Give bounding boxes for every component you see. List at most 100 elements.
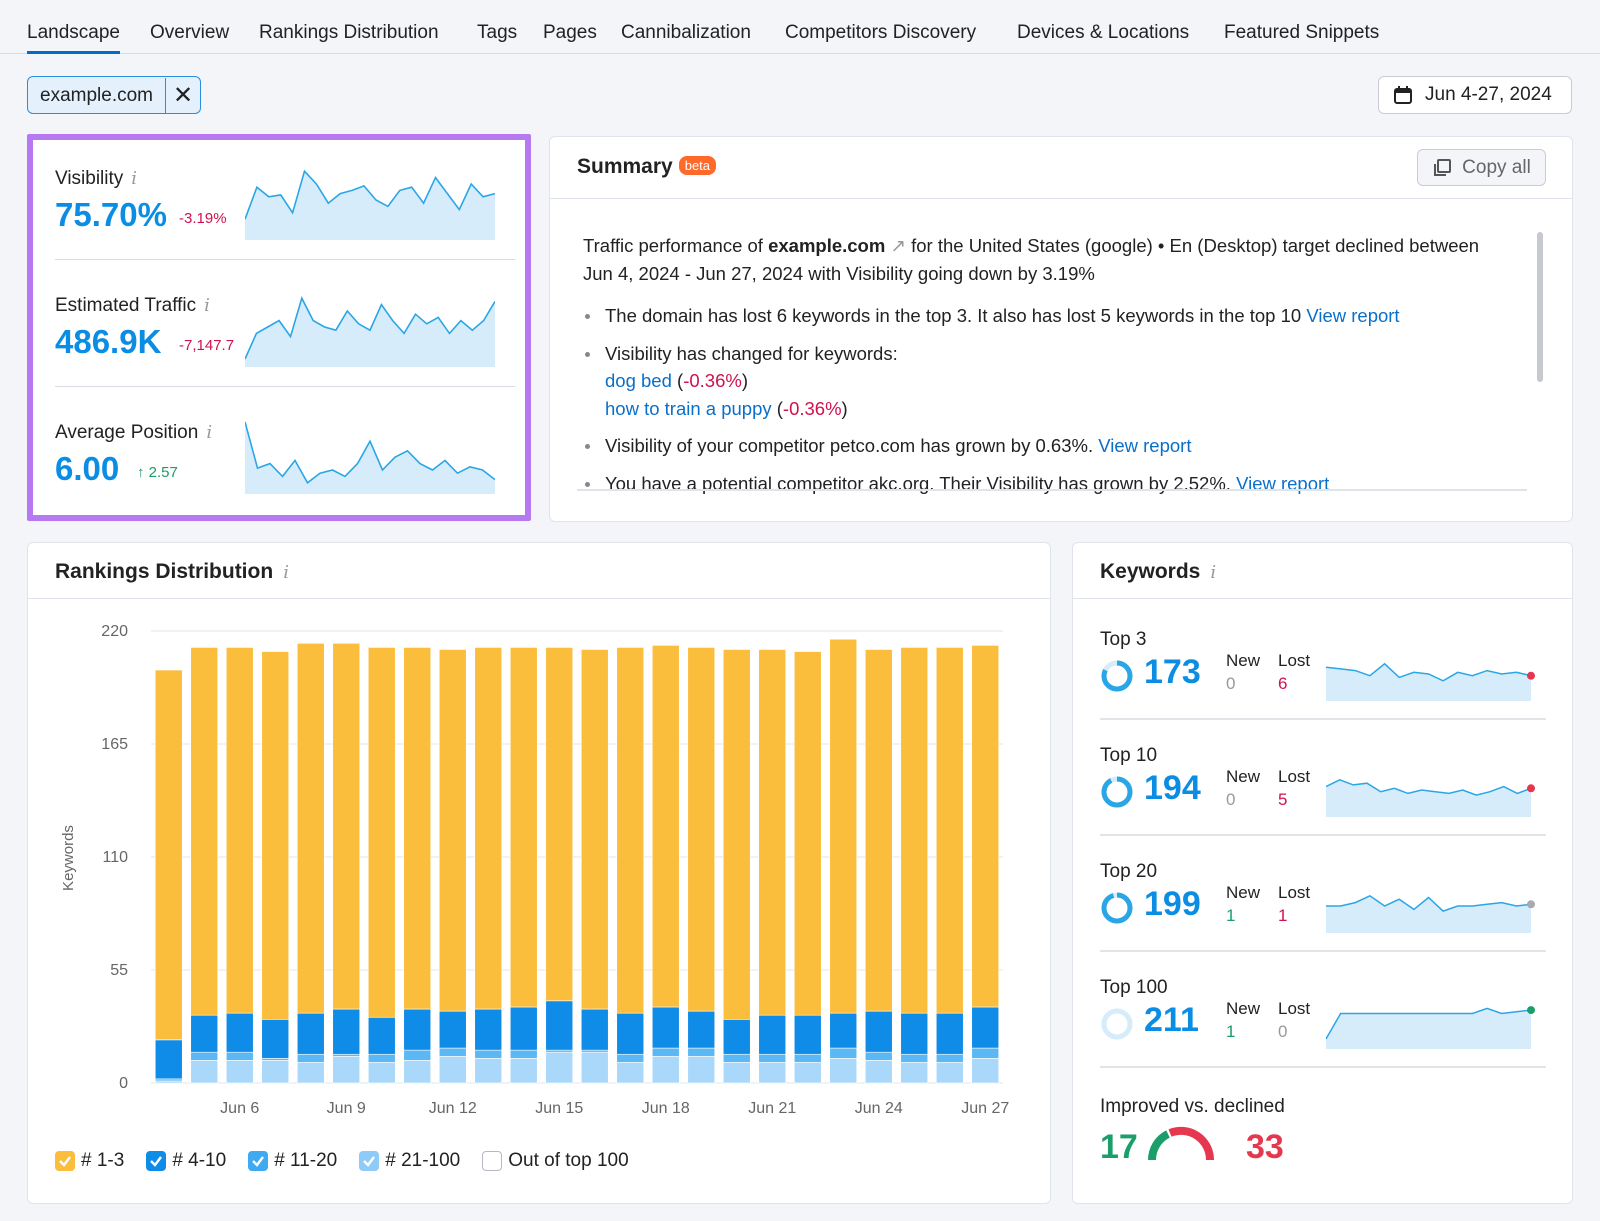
bar-segment-4-10 bbox=[758, 1014, 787, 1055]
bar-segment-21-100 bbox=[722, 1062, 751, 1084]
rankings-header: Rankings Distribution i bbox=[28, 543, 1050, 599]
bar-segment-4-10 bbox=[971, 1006, 1000, 1049]
bar-segment-21-100 bbox=[190, 1060, 219, 1084]
bar-segment-4-10 bbox=[474, 1008, 503, 1051]
metric-change: -7,147.7 bbox=[179, 337, 235, 354]
tab-tags[interactable]: Tags bbox=[477, 22, 518, 43]
checkbox-icon[interactable] bbox=[146, 1151, 167, 1171]
tab-overview[interactable]: Overview bbox=[150, 22, 230, 43]
date-range-button[interactable]: Jun 4-27, 2024 bbox=[1378, 76, 1572, 114]
view-report-link[interactable]: View report bbox=[1098, 435, 1192, 456]
sparkline-area bbox=[1326, 1008, 1531, 1049]
bar-segment-4-10 bbox=[367, 1016, 396, 1055]
ring-track bbox=[1101, 1008, 1133, 1040]
info-icon[interactable]: i bbox=[131, 168, 138, 189]
top-nav: Landscape Overview Rankings Distribution… bbox=[0, 0, 1600, 54]
bar-segment-21-100 bbox=[545, 1051, 574, 1084]
tab-pages[interactable]: Pages bbox=[543, 22, 597, 43]
keyword-row-top10[interactable]: Top 10 194 New Lost 0 5 bbox=[1100, 745, 1546, 861]
tab-devices-locations[interactable]: Devices & Locations bbox=[1017, 22, 1190, 43]
keyword-row-top100[interactable]: Top 100 211 New Lost 1 0 bbox=[1100, 977, 1546, 1093]
bar-segment-4-10 bbox=[829, 1012, 858, 1049]
lost-value: 1 bbox=[1278, 906, 1288, 925]
tab-rankings-distribution[interactable]: Rankings Distribution bbox=[259, 22, 439, 43]
x-tick-label: Jun 24 bbox=[855, 1100, 903, 1117]
legend-item-top4-10[interactable]: # 4-10 bbox=[146, 1150, 226, 1172]
y-axis-label: Keywords bbox=[60, 825, 77, 891]
tab-landscape[interactable]: Landscape bbox=[27, 22, 120, 54]
new-label: New bbox=[1226, 999, 1261, 1018]
legend-item-out-of-top100[interactable]: Out of top 100 bbox=[482, 1150, 629, 1172]
lost-label: Lost bbox=[1278, 651, 1311, 670]
tab-cannibalization[interactable]: Cannibalization bbox=[621, 22, 751, 43]
checkbox-icon[interactable] bbox=[248, 1151, 269, 1171]
sparkline-end-dot bbox=[1527, 900, 1535, 909]
legend-item-top3[interactable]: # 1-3 bbox=[55, 1150, 124, 1172]
close-icon[interactable]: ✕ bbox=[172, 81, 194, 109]
bar-segment-1-3 bbox=[367, 647, 396, 1018]
bar-segment-1-3 bbox=[580, 649, 609, 1010]
keyword-change: -0.36% bbox=[683, 370, 742, 391]
list-item: The domain has lost 6 keywords in the to… bbox=[583, 302, 1503, 330]
new-value: 0 bbox=[1226, 790, 1236, 809]
x-tick-label: Jun 15 bbox=[535, 1100, 583, 1117]
external-link-icon[interactable]: ↗ bbox=[890, 235, 906, 256]
row-label: Top 20 bbox=[1100, 861, 1158, 882]
bar-segment-1-3 bbox=[261, 651, 290, 1020]
y-tick-label: 165 bbox=[101, 736, 128, 753]
bar-segment-1-3 bbox=[190, 647, 219, 1016]
rankings-title: Rankings Distribution i bbox=[55, 560, 289, 583]
legend-item-top11-20[interactable]: # 11-20 bbox=[248, 1150, 337, 1172]
checkbox-icon[interactable] bbox=[55, 1151, 75, 1171]
bar-segment-11-20 bbox=[545, 1049, 574, 1053]
sparkline-end-dot bbox=[1527, 671, 1535, 680]
bar-segment-21-100 bbox=[367, 1062, 396, 1084]
bar-segment-11-20 bbox=[332, 1053, 361, 1057]
list-item: You have a potential competitor akc.org.… bbox=[583, 470, 1503, 495]
legend-item-top21-100[interactable]: # 21-100 bbox=[359, 1150, 460, 1172]
checkbox-icon[interactable] bbox=[359, 1151, 380, 1171]
bar-segment-11-20 bbox=[296, 1053, 325, 1063]
info-icon[interactable]: i bbox=[204, 295, 210, 316]
sparkline-area bbox=[245, 171, 495, 240]
tab-competitors-discovery[interactable]: Competitors Discovery bbox=[785, 22, 977, 43]
progress-ring-icon bbox=[1101, 1008, 1133, 1040]
sparkline-end-dot bbox=[1527, 1006, 1535, 1015]
keyword-sparkline bbox=[1326, 894, 1535, 933]
metric-change: -3.19% bbox=[179, 210, 227, 227]
info-icon[interactable]: i bbox=[283, 562, 289, 583]
list-item: Visibility of your competitor petco.com … bbox=[583, 432, 1503, 460]
progress-ring-icon bbox=[1101, 892, 1133, 924]
lost-label: Lost bbox=[1278, 999, 1311, 1018]
bar-segment-21-100 bbox=[829, 1058, 858, 1084]
copy-all-button[interactable]: Copy all bbox=[1417, 149, 1546, 186]
info-icon[interactable]: i bbox=[1210, 562, 1217, 583]
keyword-row-top20[interactable]: Top 20 199 New Lost 1 1 bbox=[1100, 861, 1546, 977]
bar-segment-1-3 bbox=[403, 647, 432, 1010]
bar-segment-11-20 bbox=[474, 1049, 503, 1059]
divider bbox=[55, 259, 515, 260]
x-tick-label: Jun 6 bbox=[220, 1100, 259, 1117]
tab-featured-snippets[interactable]: Featured Snippets bbox=[1224, 22, 1380, 43]
view-report-link[interactable]: View report bbox=[1236, 472, 1330, 494]
keyword-link-dog-bed[interactable]: dog bed bbox=[605, 370, 672, 391]
progress-ring-icon bbox=[1101, 660, 1133, 692]
view-report-link[interactable]: View report bbox=[1306, 305, 1400, 326]
bar-segment-4-10 bbox=[403, 1008, 432, 1051]
metrics-panel: Visibility i 75.70% -3.19% Estimated Traf… bbox=[27, 134, 531, 521]
declined-value: 33 bbox=[1246, 1128, 1284, 1166]
bar-segment-11-20 bbox=[190, 1051, 219, 1061]
keyword-link-train-puppy[interactable]: how to train a puppy bbox=[605, 397, 772, 419]
bar-segment-21-100 bbox=[616, 1062, 645, 1084]
checkbox-icon[interactable] bbox=[482, 1151, 503, 1171]
bar-segment-1-3 bbox=[864, 649, 893, 1012]
rankings-distribution-card: Rankings Distribution i 0 55 110 165 220 Keywo… bbox=[27, 542, 1051, 1204]
keyword-row-top3[interactable]: Top 3 173 New Lost 0 6 bbox=[1100, 629, 1546, 745]
summary-scrollbar[interactable] bbox=[1537, 232, 1543, 382]
sparkline-line bbox=[1326, 894, 1532, 912]
bar-segment-1-3 bbox=[829, 638, 858, 1014]
new-value: 1 bbox=[1226, 1022, 1236, 1041]
y-tick-label: 0 bbox=[119, 1075, 128, 1092]
bar-segment-11-20 bbox=[509, 1049, 538, 1059]
info-icon[interactable]: i bbox=[206, 422, 213, 443]
